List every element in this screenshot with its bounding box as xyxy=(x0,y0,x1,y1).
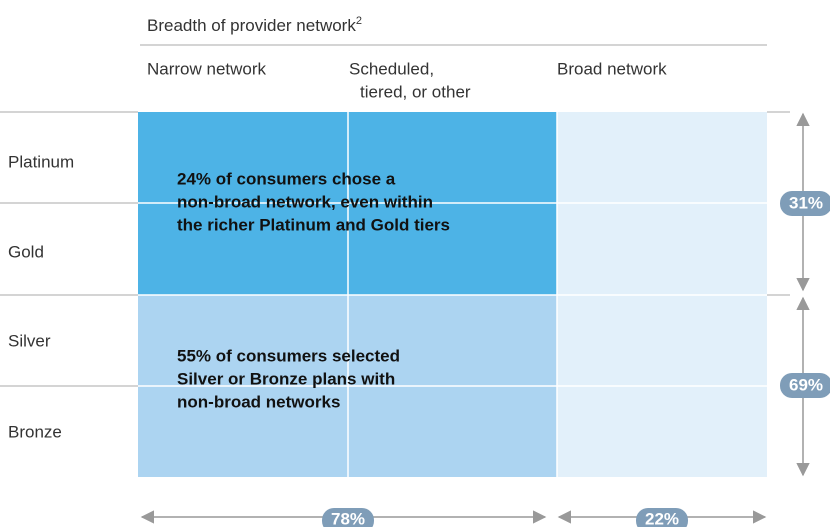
column-share: 78% xyxy=(331,509,365,527)
share-pill xyxy=(636,508,688,527)
column-header: Narrow network xyxy=(147,59,267,78)
row-label: Bronze xyxy=(8,422,62,441)
column-header: tiered, or other xyxy=(360,82,471,101)
header-title: Breadth of provider network2 xyxy=(147,15,362,36)
column-header: Broad network xyxy=(557,59,667,78)
row-rules xyxy=(0,111,790,387)
row-share: 69% xyxy=(789,375,823,394)
annotation: 55% of consumers selected xyxy=(177,346,400,365)
annotation: non-broad network, even within xyxy=(177,192,433,211)
row-label: Silver xyxy=(8,331,51,350)
column-header: Scheduled, xyxy=(349,59,434,78)
annotation: non-broad networks xyxy=(177,392,340,411)
share-pill xyxy=(780,373,830,398)
header-title-text: Breadth of provider network xyxy=(147,16,356,35)
row-share: 31% xyxy=(789,193,823,212)
annotation: the richer Platinum and Gold tiers xyxy=(177,215,450,234)
annotation: 24% of consumers chose a xyxy=(177,169,396,188)
annotation: Silver or Bronze plans with xyxy=(177,369,395,388)
footnote-mark: 2 xyxy=(356,15,362,27)
share-pill xyxy=(780,191,830,216)
share-pill xyxy=(322,508,374,527)
row-label: Gold xyxy=(8,242,44,261)
column-share: 22% xyxy=(645,509,679,527)
row-label: Platinum xyxy=(8,152,74,171)
